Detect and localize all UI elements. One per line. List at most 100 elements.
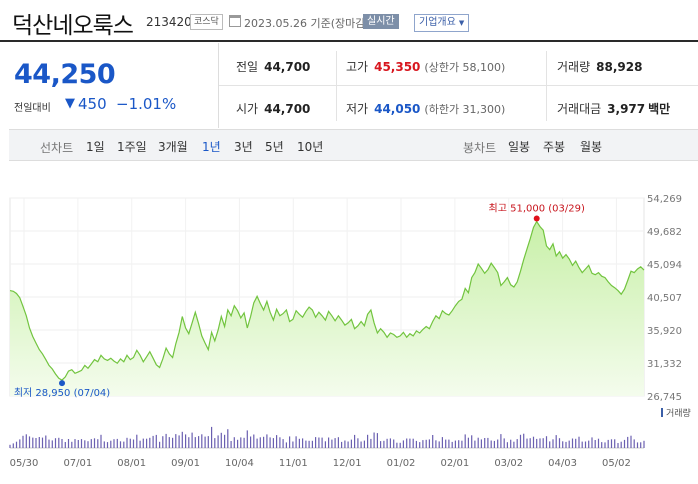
y-tick-label: 26,745 — [647, 392, 682, 403]
volume-bar — [132, 439, 135, 448]
volume-bar — [448, 439, 450, 448]
volume-bar — [565, 441, 567, 448]
volume-bar — [80, 439, 83, 448]
volume-bar — [601, 442, 603, 448]
price-summary: 44,250 전일대비 ▼ 450 −1.01% — [10, 50, 215, 125]
volume-bar — [539, 438, 541, 448]
volume-bar — [237, 439, 239, 448]
volume-bar — [337, 437, 339, 448]
volume-bar — [295, 436, 297, 448]
stat-label: 고가 — [346, 60, 369, 74]
stats-grid: 전일 44,700 고가 45,350 (상한가 58,100) 거래량 88,928 … — [218, 43, 698, 128]
stat-label: 시가 — [236, 102, 259, 116]
volume-bar — [250, 436, 252, 448]
volume-bar — [220, 432, 222, 448]
volume-bar — [578, 436, 580, 448]
volume-bar — [435, 440, 437, 448]
company-info-button[interactable]: 기업개요 ▼ — [414, 14, 470, 32]
volume-bar — [389, 438, 391, 448]
volume-bar — [214, 438, 216, 448]
volume-bar — [204, 436, 206, 448]
volume-bar — [474, 440, 476, 448]
volume-bar — [441, 437, 443, 448]
company-name: 덕산네오룩스 — [12, 13, 134, 39]
x-tick-label: 09/01 — [171, 458, 200, 469]
volume-bar — [243, 437, 245, 448]
tab-3m[interactable]: 3개월 — [158, 140, 188, 154]
stat-label: 거래량 — [557, 60, 591, 74]
volume-bar — [640, 442, 642, 448]
volume-bar — [175, 434, 177, 448]
volume-bar — [432, 435, 434, 448]
stat-high: 고가 45,350 (상한가 58,100) — [346, 58, 505, 75]
tab-weekly[interactable]: 주봉 — [543, 140, 566, 154]
volume-bar — [399, 442, 401, 448]
volume-bar — [253, 434, 255, 448]
line-chart-label: 선차트 — [40, 141, 74, 155]
volume-bar — [22, 435, 24, 448]
tab-1w[interactable]: 1주일 — [117, 140, 147, 154]
volume-bar — [106, 442, 109, 448]
price-chart[interactable]: 54,269 49,682 45,094 40,507 35,920 31,332 26,7… — [0, 185, 698, 484]
volume-bar — [321, 437, 323, 448]
volume-bar — [523, 433, 525, 448]
tab-1y[interactable]: 1년 — [202, 140, 221, 154]
volume-bar — [93, 438, 96, 448]
chart-tabbar: 선차트 1일 1주일 3개월 1년 3년 5년 10년 봉차트 일봉 주봉 월봉 — [9, 129, 698, 161]
volume-bar — [529, 438, 531, 448]
low-annotation: 최저 28,950 (07/04) — [14, 387, 110, 399]
volume-bar — [64, 442, 66, 448]
tab-10y[interactable]: 10년 — [297, 140, 324, 154]
volume-bar — [305, 440, 307, 448]
volume-bar — [354, 434, 356, 448]
chevron-down-icon: ▼ — [458, 19, 465, 27]
volume-bar — [61, 439, 63, 448]
volume-bar — [207, 436, 209, 448]
volume-bar — [484, 438, 486, 448]
change-value: 450 — [78, 95, 107, 113]
volume-bar — [500, 434, 502, 448]
tab-3y[interactable]: 3년 — [234, 140, 253, 154]
volume-bar — [331, 439, 333, 448]
volume-bar — [357, 438, 359, 448]
volume-bar — [594, 440, 596, 448]
volume-bar — [458, 440, 460, 448]
volume-bar — [100, 434, 102, 448]
stock-code: 213420 — [146, 15, 192, 29]
volume-bar — [269, 437, 271, 448]
volume-bar — [308, 440, 310, 448]
volume-bar — [28, 436, 31, 448]
realtime-button[interactable]: 실시간 — [363, 14, 399, 29]
volume-bar — [376, 433, 378, 448]
volume-bar — [110, 440, 112, 448]
tab-1d[interactable]: 1일 — [86, 140, 105, 154]
market-badge: 코스닥 — [190, 14, 223, 30]
volume-bar — [428, 439, 430, 448]
volume-bar — [445, 439, 447, 448]
volume-bar — [526, 438, 528, 448]
stat-value: 88,928 — [596, 60, 643, 74]
volume-bar — [497, 439, 499, 448]
tab-5y[interactable]: 5년 — [265, 140, 284, 154]
volume-bar — [480, 439, 482, 448]
volume-bar — [396, 442, 398, 448]
volume-bar — [344, 440, 346, 448]
stock-header: 덕산네오룩스 213420 코스닥 2023.05.26 기준(장마감) 실시간… — [0, 0, 698, 42]
volume-bar — [513, 441, 515, 448]
y-tick-label: 35,920 — [647, 326, 682, 337]
volume-bar — [230, 441, 232, 448]
volume-bar — [113, 439, 115, 448]
tab-monthly[interactable]: 월봉 — [580, 140, 603, 154]
volume-bar — [510, 439, 512, 448]
volume-bar — [558, 438, 561, 448]
stat-value: 45,350 — [374, 60, 421, 74]
volume-bar — [152, 435, 154, 448]
stat-label: 거래대금 — [557, 102, 602, 116]
volume-bar — [227, 429, 229, 448]
volume-bar — [571, 438, 574, 448]
volume-bar — [623, 439, 626, 448]
tab-daily[interactable]: 일봉 — [508, 140, 531, 154]
volume-bar — [620, 441, 622, 448]
stat-label: 전일 — [236, 60, 259, 74]
volume-bar — [139, 440, 141, 448]
